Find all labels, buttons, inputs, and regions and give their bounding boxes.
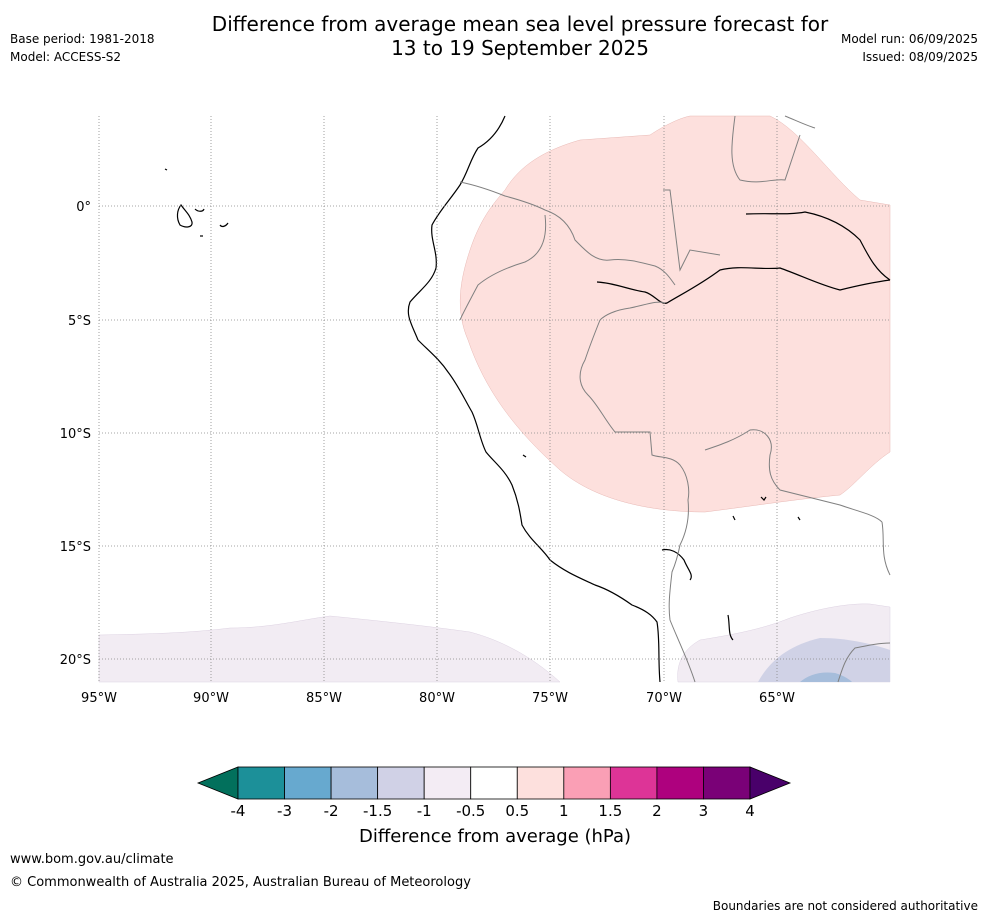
lon-label: 75°W [532,691,568,706]
colorbar-tick-label: -3 [277,802,292,820]
lat-label: 5°S [68,314,91,329]
colorbar-swatch [284,766,332,800]
lat-label: 10°S [60,427,91,442]
colorbar-tick-label: -1.5 [363,802,392,820]
colorbar-tick-label: -4 [231,802,246,820]
colorbar-swatch [470,766,518,800]
colorbar-swatch [563,766,611,800]
colorbar-swatch [330,766,379,800]
negative-anomaly-core [758,638,890,682]
colorbar-tick-label: -0.5 [456,802,485,820]
footer-copyright: © Commonwealth of Australia 2025, Austra… [10,875,471,890]
colorbar-tick-label: -2 [324,802,339,820]
country-borders [459,115,891,683]
colorbar-extend-low [196,766,239,800]
lon-label: 85°W [306,691,342,706]
meta-left: Base period: 1981-2018 Model: ACCESS-S2 [10,30,155,66]
negative-anomaly-south-west [98,615,561,683]
colorbar-tick-label: 2 [652,802,662,820]
title-line-1: Difference from average mean sea level p… [211,12,829,36]
title-line-2: 13 to 19 September 2025 [391,36,649,60]
positive-anomaly-region [459,115,891,513]
lon-label: 70°W [646,691,682,706]
colorbar-swatch [377,766,425,800]
colorbar-swatch [237,766,285,800]
lat-label: 0° [76,200,91,215]
lon-label: 90°W [193,691,229,706]
colorbar-swatch [656,766,704,800]
colorbar-extend-high [749,766,792,800]
colorbar-tick-label: 3 [699,802,709,820]
lat-label: 20°S [60,653,91,668]
colorbar-swatch [516,766,565,800]
colorbar-tick-label: 1.5 [598,802,622,820]
colorbar-swatches [196,766,792,800]
colorbar-swatch [703,766,751,800]
gridlines [98,116,890,682]
lon-label: 80°W [419,691,455,706]
footer-url[interactable]: www.bom.gov.au/climate [10,852,174,867]
issued-date: Issued: 08/09/2025 [862,50,978,64]
anomaly-fields [98,115,891,683]
colorbar-tick-label: -1 [417,802,432,820]
lon-label: 65°W [759,691,795,706]
colorbar-tick-label: 0.5 [505,802,529,820]
colorbar-tick-label: 1 [559,802,569,820]
lon-label: 95°W [81,691,117,706]
colorbar: -4 -3 -2 -1.5 -1 -0.5 0.5 1 1.5 2 3 4 [196,766,792,820]
lat-label: 15°S [60,540,91,555]
model-run: Model run: 06/09/2025 [840,32,978,46]
coastline [164,115,891,683]
base-period: Base period: 1981-2018 [10,32,155,46]
colorbar-tick-labels: -4 -3 -2 -1.5 -1 -0.5 0.5 1 1.5 2 3 4 [231,802,755,820]
longitude-labels: 95°W 90°W 85°W 80°W 75°W 70°W 65°W [81,691,795,706]
latitude-labels: 0° 5°S 10°S 15°S 20°S [60,200,91,668]
meta-right: Model run: 06/09/2025 Issued: 08/09/2025 [841,30,978,66]
model-name: Model: ACCESS-S2 [10,50,122,64]
colorbar-swatch [423,766,472,800]
colorbar-swatch [609,766,658,800]
chart-title: Difference from average mean sea level p… [170,12,870,60]
colorbar-label: Difference from average (hPa) [358,826,632,847]
footer-note: Boundaries are not considered authoritat… [712,899,978,913]
colorbar-tick-label: 4 [745,802,755,820]
